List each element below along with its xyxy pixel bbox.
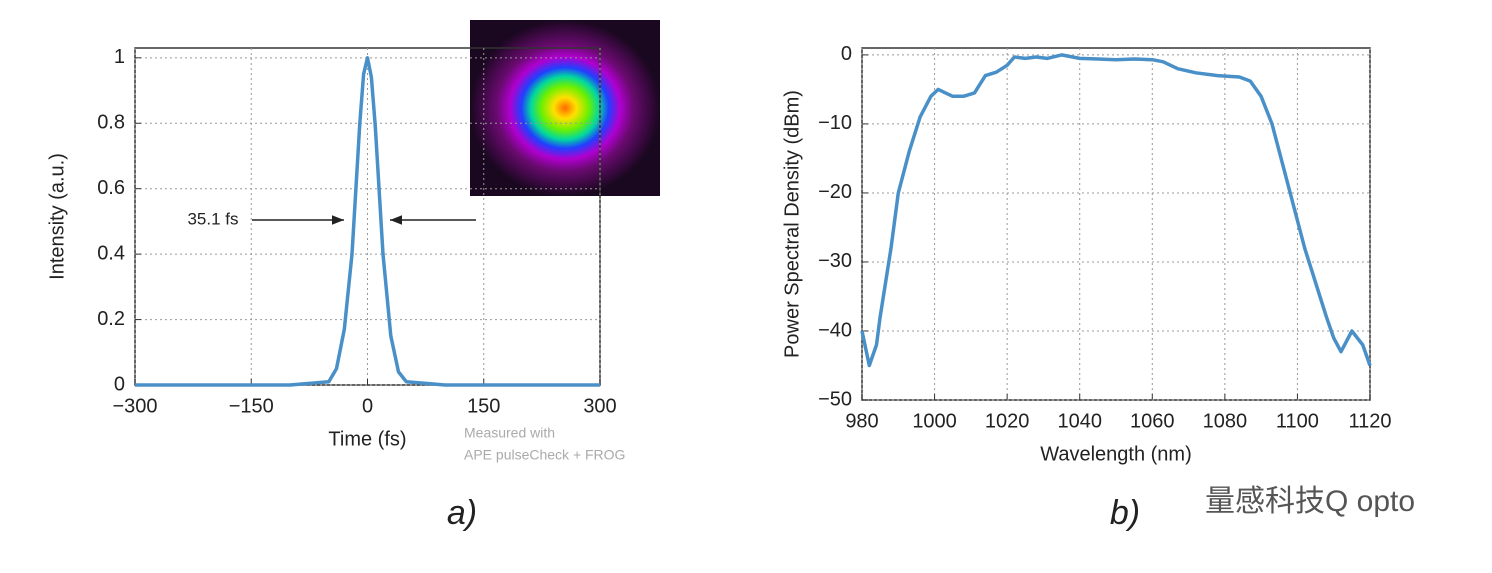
inset-image	[470, 20, 660, 196]
y-axis-label: Power Spectral Density (dBm)	[781, 90, 803, 358]
y-tick-label: −30	[818, 250, 852, 272]
line	[135, 56, 600, 387]
x-tick-label: −150	[229, 395, 274, 417]
y-axis-label: Intensity (a.u.)	[46, 153, 68, 280]
y-tick-label: 0	[114, 373, 125, 395]
y-tick-label: 0.4	[97, 242, 125, 264]
x-tick-label: 1020	[985, 410, 1030, 432]
y-tick-label: 0	[841, 43, 852, 65]
y-tick-label: −10	[818, 112, 852, 134]
caption: a)	[447, 494, 477, 532]
note: Measured with	[464, 425, 555, 441]
x-tick-label: 1040	[1057, 410, 1102, 432]
panel-a: −300 −150 0 150 300 0 0.2 0.4 0.6 0.8 1 Time (fs) In…	[46, 20, 660, 532]
line	[860, 53, 1372, 368]
y-tick-label: 0.2	[97, 308, 125, 330]
caption: b)	[1110, 494, 1140, 532]
annotation: 35.1 fs	[187, 209, 238, 228]
x-tick-label: 1060	[1130, 410, 1175, 432]
y-tick-label: 0.8	[97, 112, 125, 134]
y-tick-label: 1	[114, 46, 125, 68]
y-tick-label: 0.6	[97, 177, 125, 199]
x-tick-label: 1080	[1203, 410, 1248, 432]
plot-frame	[861, 47, 1371, 401]
y-tick-label: −50	[818, 388, 852, 410]
x-tick-label: −300	[112, 395, 157, 417]
x-tick-label: 150	[467, 395, 500, 417]
x-tick-label: 0	[362, 395, 373, 417]
x-axis-label: Time (fs)	[328, 428, 406, 450]
y-tick-label: −40	[818, 319, 852, 341]
panel-b: 980 1000 1020 1040 1060 1080 1100 1120 −50 −40 −30…	[781, 43, 1391, 532]
watermark: 量感科技Q opto	[1205, 485, 1415, 518]
x-axis-label: Wavelength (nm)	[1040, 443, 1192, 465]
x-tick-label: 1120	[1348, 410, 1391, 432]
y-tick-label: −20	[818, 181, 852, 203]
x-tick-label: 300	[583, 395, 616, 417]
x-tick-label: 1100	[1276, 410, 1319, 432]
x-tick-label: 980	[845, 410, 878, 432]
note: APE pulseCheck + FROG	[464, 447, 625, 463]
x-tick-label: 1000	[912, 410, 957, 432]
